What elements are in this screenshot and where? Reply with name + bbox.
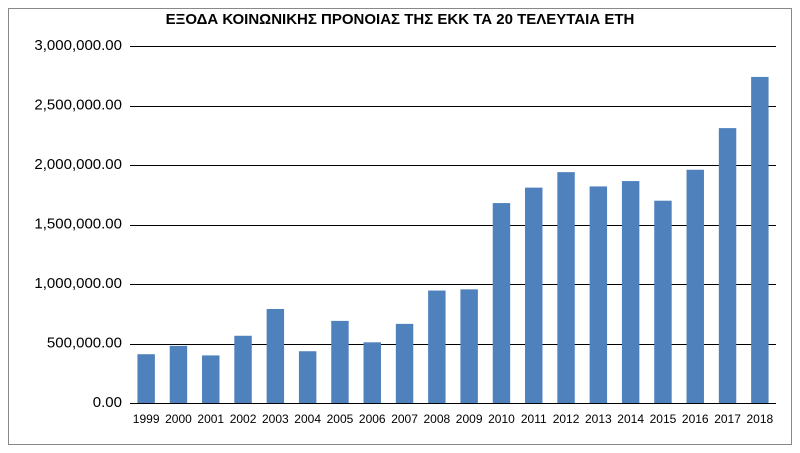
y-tick-label: 500,000.00 (47, 334, 122, 351)
bar (751, 76, 769, 403)
x-tick-label: 1999 (133, 412, 160, 426)
bar (589, 186, 608, 403)
bar (137, 354, 155, 403)
x-tick-label: 2000 (165, 412, 192, 426)
x-tick-label: 2015 (650, 412, 677, 426)
bar (460, 289, 478, 403)
x-tick-label: 2017 (714, 412, 741, 426)
bar (525, 187, 543, 403)
x-tick-label: 2018 (746, 412, 773, 426)
bar (686, 169, 704, 403)
bar (428, 290, 446, 403)
x-tick-label: 2008 (423, 412, 450, 426)
y-tick-label: 0.00 (93, 394, 122, 411)
bar (718, 128, 737, 404)
x-tick-label: 2001 (197, 412, 224, 426)
x-tick-label: 2016 (682, 412, 709, 426)
bar (363, 342, 381, 403)
x-tick-label: 2006 (359, 412, 386, 426)
chart-title: ΕΞΟΔΑ ΚΟΙΝΩΝΙΚΗΣ ΠΡΟΝΟΙΑΣ ΤΗΣ ΕΚΚ ΤΑ 20 … (166, 11, 635, 28)
x-tick-label: 2002 (230, 412, 257, 426)
y-tick-label: 2,000,000.00 (34, 156, 122, 173)
x-tick-label: 2010 (488, 412, 515, 426)
bar (298, 351, 317, 403)
x-tick-label: 2014 (617, 412, 644, 426)
bar (169, 345, 188, 403)
bar (492, 203, 511, 403)
x-tick-label: 2005 (327, 412, 354, 426)
y-tick-label: 1,500,000.00 (34, 215, 122, 232)
bar (654, 200, 672, 403)
x-tick-label: 2009 (456, 412, 483, 426)
x-tick-label: 2011 (521, 412, 547, 426)
bar (395, 323, 414, 403)
y-tick-label: 3,000,000.00 (34, 37, 122, 54)
x-tick-label: 2004 (294, 412, 321, 426)
bar (234, 335, 252, 403)
y-tick-label: 1,000,000.00 (34, 275, 122, 292)
x-tick-label: 2003 (262, 412, 289, 426)
bar (557, 172, 575, 403)
bar (331, 320, 349, 403)
x-tick-label: 2007 (391, 412, 418, 426)
x-tick-label: 2013 (585, 412, 612, 426)
y-tick-label: 2,500,000.00 (34, 96, 122, 113)
x-tick-label: 2012 (553, 412, 580, 426)
bar (266, 308, 285, 403)
bar (202, 355, 220, 403)
bar (621, 181, 640, 403)
